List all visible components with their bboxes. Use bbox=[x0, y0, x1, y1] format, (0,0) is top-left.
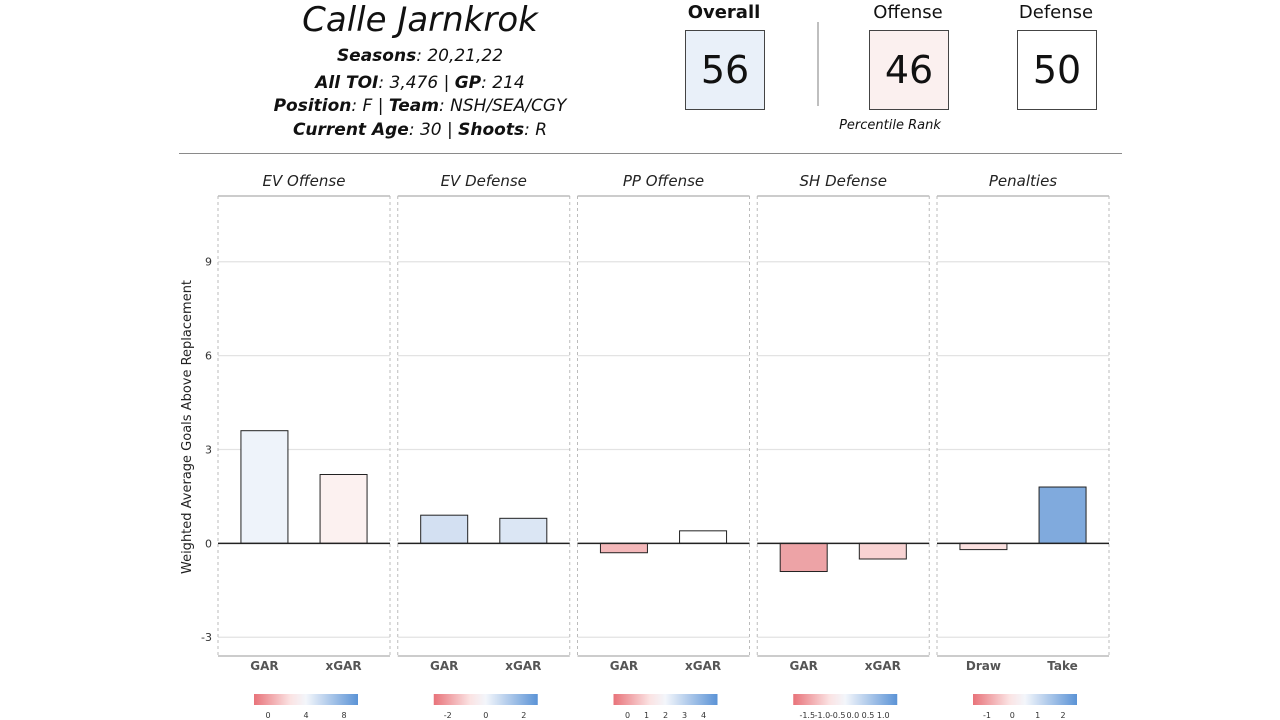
bar-gar bbox=[779, 542, 828, 573]
bar-xgar bbox=[679, 530, 728, 544]
defense-label: Defense bbox=[1018, 2, 1094, 23]
panel-pp-offense: PP Offense GAR xGAR 0 1 2 3 4 bbox=[577, 172, 750, 720]
color-scale-tick: 0 bbox=[483, 711, 488, 720]
color-scale-tick: 0 bbox=[1010, 711, 1015, 720]
color-scale-bar bbox=[973, 694, 1077, 705]
panel-title: EV Offense bbox=[263, 172, 346, 190]
color-scale-tick: -0.5 bbox=[830, 711, 846, 720]
color-scale-tick: -1.5 bbox=[799, 711, 815, 720]
color-scale-tick: -1.0 bbox=[815, 711, 831, 720]
percentile-rank-label: Percentile Rank bbox=[839, 118, 941, 133]
panel-title: PP Offense bbox=[623, 172, 704, 190]
header-separator bbox=[179, 153, 1122, 154]
y-axis-label: Weighted Average Goals Above Replacement bbox=[180, 280, 195, 574]
color-scale-tick: 3 bbox=[682, 711, 687, 720]
color-scale-tick: 2 bbox=[1060, 711, 1065, 720]
x-tick-label: GAR bbox=[610, 659, 638, 673]
color-scale-bar bbox=[433, 694, 538, 705]
color-scale-tick: 2 bbox=[521, 711, 526, 720]
seasons-line: Seasons: 20,21,22 bbox=[336, 46, 504, 66]
color-scale-tick: -2 bbox=[444, 711, 452, 720]
color-scale-tick: 0 bbox=[625, 711, 630, 720]
y-tick-label: 3 bbox=[205, 443, 212, 456]
overall-label: Overall bbox=[687, 2, 761, 23]
color-scale-tick: 8 bbox=[341, 711, 346, 720]
bar-xgar bbox=[499, 517, 548, 544]
bar-take bbox=[1038, 486, 1087, 544]
x-tick-label: xGAR bbox=[505, 659, 541, 673]
color-scale-bar bbox=[254, 694, 358, 705]
color-scale-tick: -1 bbox=[983, 711, 991, 720]
x-tick-label: xGAR bbox=[325, 659, 361, 673]
bar-gar bbox=[599, 542, 648, 554]
color-scale-tick: 1.0 bbox=[877, 711, 890, 720]
x-tick-label: xGAR bbox=[685, 659, 721, 673]
rating-divider bbox=[817, 22, 819, 106]
defense-rating-box: 50 bbox=[1017, 30, 1097, 110]
x-tick-label: Draw bbox=[966, 659, 1001, 673]
offense-label: Offense bbox=[873, 2, 943, 23]
color-scale-tick: 1 bbox=[644, 711, 649, 720]
bar-xgar bbox=[858, 542, 907, 560]
color-scale-bar bbox=[793, 694, 898, 705]
color-scale-tick: 4 bbox=[701, 711, 706, 720]
x-tick-label: Take bbox=[1047, 659, 1078, 673]
color-scale-tick: 1 bbox=[1035, 711, 1040, 720]
offense-rating-box: 46 bbox=[869, 30, 949, 110]
panel-penalties: Penalties Draw Take -1 0 1 2 bbox=[936, 172, 1110, 720]
y-tick-label: 9 bbox=[205, 256, 212, 269]
panel-ev-defense: EV Defense GAR xGAR -2 0 2 bbox=[397, 172, 571, 720]
toi-line: All TOI: 3,476 | GP: 214 bbox=[315, 73, 525, 93]
bar-draw bbox=[959, 542, 1008, 551]
color-scale-tick: 0 bbox=[265, 711, 270, 720]
y-tick-label: 6 bbox=[205, 350, 212, 363]
position-line: Position: F | Team: NSH/SEA/CGY bbox=[273, 96, 567, 116]
color-scale-tick: 4 bbox=[303, 711, 308, 720]
player-name: Calle Jarnkrok bbox=[302, 0, 538, 40]
bar-gar bbox=[240, 430, 289, 544]
x-tick-label: xGAR bbox=[865, 659, 901, 673]
color-scale-tick: 0.0 bbox=[846, 711, 859, 720]
bar-xgar bbox=[319, 474, 368, 544]
panel-sh-defense: SH Defense GAR xGAR -1.5 -1.0 -0.5 0.0 0.5 1.0 bbox=[756, 172, 930, 720]
x-tick-label: GAR bbox=[250, 659, 278, 673]
panel-ev-offense: EV Offense GAR xGAR 0 4 8 bbox=[217, 172, 391, 720]
age-line: Current Age: 30 | Shoots: R bbox=[292, 120, 548, 140]
overall-rating-box: 56 bbox=[685, 30, 765, 110]
x-tick-label: GAR bbox=[789, 659, 817, 673]
panel-title: SH Defense bbox=[800, 172, 887, 190]
panel-title: Penalties bbox=[989, 172, 1057, 190]
bar-gar bbox=[420, 514, 469, 544]
color-scale-bar bbox=[613, 694, 718, 705]
color-scale-tick: 0.5 bbox=[862, 711, 875, 720]
x-tick-label: GAR bbox=[430, 659, 458, 673]
y-tick-label: 0 bbox=[205, 537, 212, 550]
panel-title: EV Defense bbox=[441, 172, 527, 190]
color-scale-tick: 2 bbox=[663, 711, 668, 720]
y-tick-label: -3 bbox=[201, 631, 212, 644]
